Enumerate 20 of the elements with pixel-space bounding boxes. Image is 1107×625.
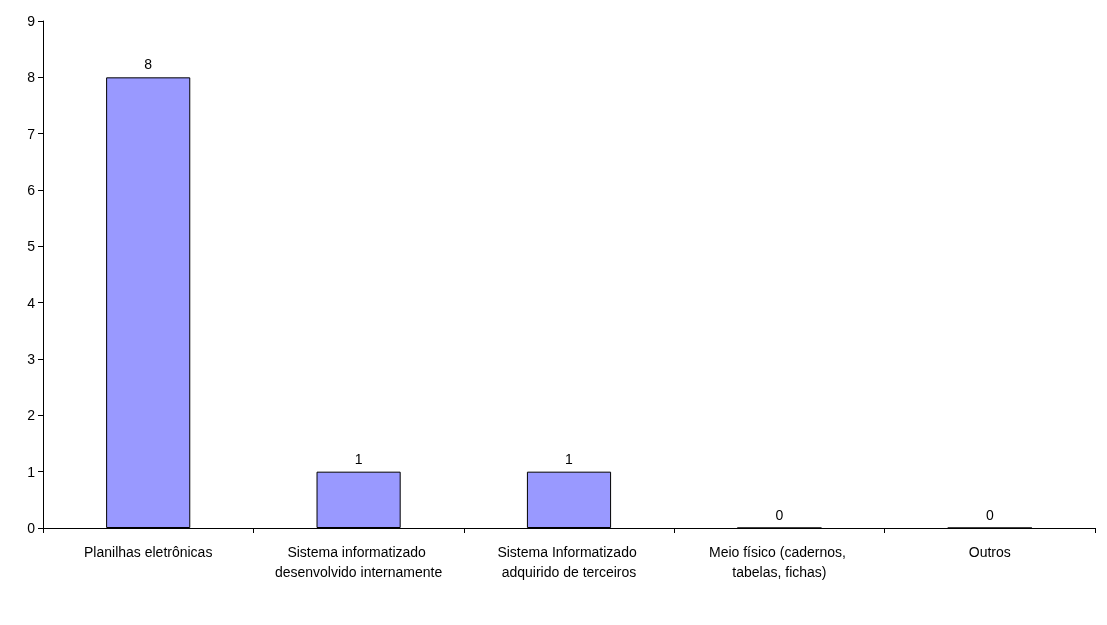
- data-label: 0: [985, 506, 994, 523]
- y-tick-label: 9: [27, 13, 36, 29]
- data-label: 0: [775, 506, 784, 523]
- y-tick-label: 6: [27, 182, 36, 198]
- data-label: 1: [565, 450, 574, 467]
- data-label: 1: [354, 450, 363, 467]
- x-tick-label: Sistema Informatizado adquirido de terceiros: [497, 544, 641, 580]
- y-tick-label: 3: [27, 351, 36, 367]
- y-tick-label: 4: [27, 294, 36, 311]
- y-tick-label: 7: [27, 125, 36, 142]
- y-tick-label: 8: [27, 69, 36, 86]
- x-tick-label: Sistema informatizado desenvolvido internamente: [274, 544, 443, 580]
- data-label: 8: [144, 56, 153, 73]
- x-tick-label: Meio físico (cadernos, tabelas, fichas): [708, 544, 850, 580]
- y-tick-label: 5: [27, 238, 36, 255]
- x-tick-label: Outros: [968, 544, 1011, 560]
- x-tick-label: Planilhas eletrônicas: [84, 544, 213, 560]
- y-tick-label: 1: [27, 463, 36, 480]
- y-tick-label: 2: [27, 407, 36, 424]
- y-tick-label: 0: [27, 520, 36, 536]
